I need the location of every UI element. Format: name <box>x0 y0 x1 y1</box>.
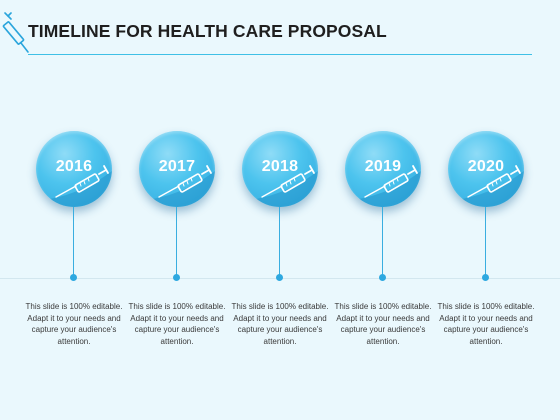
milestone: 2017 This slide is 100% editable. Adapt … <box>127 0 227 420</box>
timeline-dot <box>70 274 77 281</box>
milestone-year: 2016 <box>55 158 93 175</box>
timeline-dot <box>379 274 386 281</box>
milestone-description: This slide is 100% editable. Adapt it to… <box>231 302 329 346</box>
milestone: 2016 This slide is 100% editable. Adapt … <box>24 0 124 420</box>
milestone-circle: 2019 <box>345 131 421 207</box>
milestone-year: 2020 <box>467 158 505 175</box>
syringe-icon <box>467 165 521 198</box>
milestone-circle: 2020 <box>448 131 524 207</box>
syringe-icon <box>55 165 109 198</box>
milestone-description: This slide is 100% editable. Adapt it to… <box>128 302 226 346</box>
milestone-year: 2017 <box>158 158 196 175</box>
milestone-connector <box>73 207 74 275</box>
milestone-year: 2018 <box>261 158 299 175</box>
milestone-connector <box>279 207 280 275</box>
milestone-connector <box>176 207 177 275</box>
milestone-circle: 2016 <box>36 131 112 207</box>
syringe-icon <box>2 12 29 53</box>
title-underline <box>28 54 532 55</box>
timeline-dot <box>173 274 180 281</box>
timeline-dot <box>276 274 283 281</box>
syringe-icon <box>158 165 212 198</box>
milestone-year: 2019 <box>364 158 402 175</box>
milestone-circle: 2017 <box>139 131 215 207</box>
page-title: TIMELINE FOR HEALTH CARE PROPOSAL <box>28 21 387 41</box>
milestone: 2019 This slide is 100% editable. Adapt … <box>333 0 433 420</box>
timeline-dot <box>482 274 489 281</box>
milestone-description: This slide is 100% editable. Adapt it to… <box>25 302 123 346</box>
milestone-connector <box>382 207 383 275</box>
milestone-description: This slide is 100% editable. Adapt it to… <box>437 302 535 346</box>
syringe-icon <box>364 165 418 198</box>
syringe-icon <box>261 165 315 198</box>
milestone-connector <box>485 207 486 275</box>
milestone: 2020 This slide is 100% editable. Adapt … <box>436 0 536 420</box>
milestone-description: This slide is 100% editable. Adapt it to… <box>334 302 432 346</box>
milestone-circle: 2018 <box>242 131 318 207</box>
milestone: 2018 This slide is 100% editable. Adapt … <box>230 0 330 420</box>
